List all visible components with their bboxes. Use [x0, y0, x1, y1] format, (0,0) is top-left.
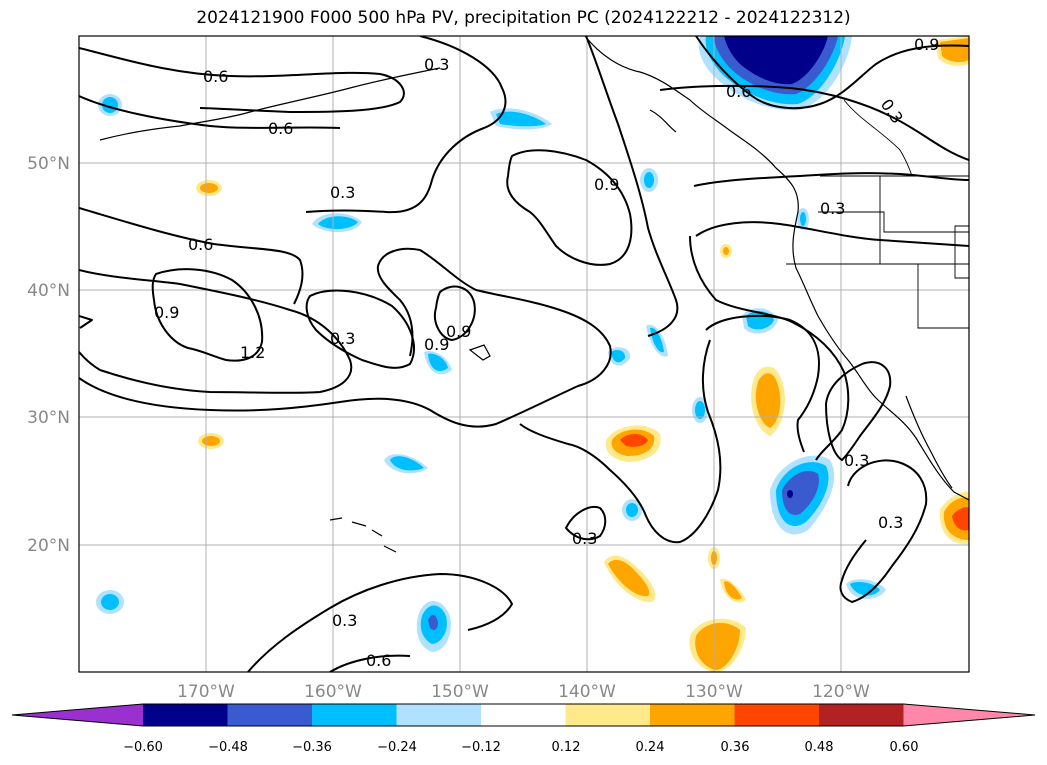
- latitude-labels: 50°N 40°N 30°N 20°N: [27, 154, 70, 556]
- contour-label: 0.3: [844, 451, 869, 470]
- contour-label: 0.3: [330, 183, 355, 202]
- map-plot-area: [79, 36, 969, 672]
- colorbar-tick-label: −0.24: [377, 740, 417, 755]
- colorbar-extend-min: [12, 704, 143, 726]
- lon-label: 130°W: [685, 682, 743, 702]
- lon-label: 150°W: [431, 682, 489, 702]
- contour-label: 0.6: [203, 67, 228, 86]
- contour-label: 0.3: [424, 55, 449, 74]
- contour-label: 0.9: [594, 175, 619, 194]
- coastlines: [99, 36, 969, 553]
- contour-label: 0.3: [332, 611, 357, 630]
- contour-label: 0.6: [268, 119, 293, 138]
- colorbar: [11, 703, 1036, 727]
- lat-label: 20°N: [27, 536, 70, 556]
- colorbar-segment: [312, 704, 397, 726]
- contour-label: 0.9: [446, 322, 471, 341]
- colorbar-tick-label: −0.36: [292, 740, 332, 755]
- pv-contours: [79, 36, 969, 672]
- colorbar-tick-label: 0.48: [805, 740, 834, 755]
- contour-label: 0.6: [188, 235, 213, 254]
- colorbar-segment: [227, 704, 313, 726]
- contour-label: 0.6: [366, 651, 391, 670]
- colorbar-segment: [396, 704, 482, 726]
- lon-label: 120°W: [812, 682, 870, 702]
- colorbar-tick-label: 0.24: [636, 740, 665, 755]
- lat-label: 30°N: [27, 408, 70, 428]
- contour-label: 0.9: [424, 335, 449, 354]
- colorbar-segment: [819, 704, 904, 726]
- colorbar-tick-label: −0.60: [123, 740, 163, 755]
- colorbar-segment: [143, 704, 228, 726]
- contour-label: 0.6: [726, 82, 751, 101]
- contour-label: 1.2: [240, 343, 265, 362]
- colorbar-segment: [481, 704, 566, 726]
- colorbar-segment: [565, 704, 651, 726]
- colorbar-tick-label: −0.12: [461, 740, 501, 755]
- longitude-labels: 170°W 160°W 150°W 140°W 130°W 120°W: [177, 682, 870, 702]
- lon-label: 140°W: [558, 682, 616, 702]
- colorbar-extend-max: [903, 704, 1035, 726]
- map-frame: [78, 35, 970, 673]
- lat-label: 40°N: [27, 281, 70, 301]
- colorbar-tick-label: 0.60: [890, 740, 919, 755]
- lon-label: 170°W: [177, 682, 235, 702]
- colorbar-segment: [650, 704, 735, 726]
- figure-title: 2024121900 F000 500 hPa PV, precipitatio…: [196, 8, 851, 28]
- colorbar-labels: −0.60 −0.48 −0.36 −0.24 −0.12 0.12 0.24 …: [123, 740, 918, 755]
- contour-label: 0.3: [878, 513, 903, 532]
- contour-label: 0.3: [572, 529, 597, 548]
- lat-label: 50°N: [27, 154, 70, 174]
- contour-label: 0.9: [914, 35, 939, 54]
- colorbar-tick-label: 0.36: [721, 740, 750, 755]
- colorbar-tick-label: −0.48: [208, 740, 248, 755]
- colorbar-segment: [734, 704, 820, 726]
- political-borders: [786, 99, 969, 329]
- contour-label: 0.3: [820, 199, 845, 218]
- colorbar-outline: [11, 703, 1036, 727]
- contour-label: 0.9: [154, 303, 179, 322]
- contour-label: 0.3: [330, 329, 355, 348]
- lon-label: 160°W: [304, 682, 362, 702]
- pv-contour-labels: 0.6 0.3 0.9 0.6 0.6 0.3 0.9 0.6 0.9 1.2 …: [154, 35, 939, 670]
- colorbar-tick-label: 0.12: [552, 740, 581, 755]
